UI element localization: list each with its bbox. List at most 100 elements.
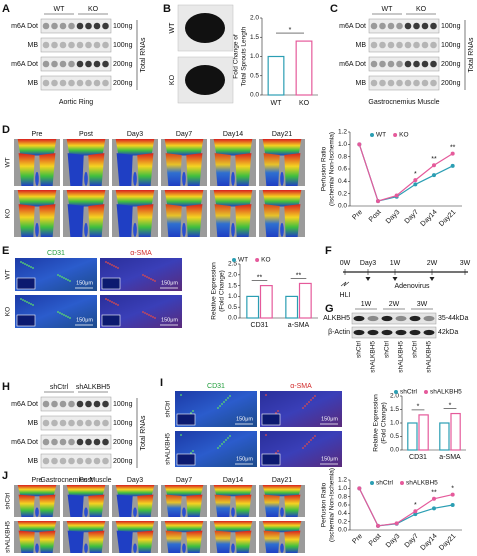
dot [370,79,378,87]
y-tick-label: 2.0 [228,272,237,279]
y-tick-label: 1.0 [390,420,399,427]
stain-signal [227,397,229,399]
ischemic-leg [214,530,231,553]
dot [42,400,50,408]
dot [59,79,67,87]
dot [51,419,58,427]
control-leg [88,204,105,237]
stain-signal [20,261,22,263]
amount-label: 100ng [113,23,133,30]
stain-signal [154,280,156,282]
blot-strip [40,56,112,72]
stain-signal [221,403,223,405]
y-tick-label: 1.0 [228,293,237,300]
dot [93,60,101,68]
control-leg [186,494,203,517]
point [413,509,418,514]
y-axis-label: Relative Expression [373,394,380,452]
control-leg [235,153,252,186]
tail [35,171,39,186]
ischemic-leg [18,153,35,186]
row-label: m6A Dot [339,23,366,30]
group-label: KO [416,6,427,13]
row-label: MB [28,42,39,49]
tail [231,507,235,517]
stain-signal [314,395,316,397]
x-tick-label: Day3 [385,533,402,550]
dot [404,79,412,87]
control-leg [137,204,154,237]
dot [404,22,412,30]
ischemic-leg [165,153,182,186]
band [395,329,407,336]
group-label: shCtrl [50,384,69,391]
body [164,139,204,156]
dot [421,22,429,30]
dot [51,41,58,49]
scale-label: 150μm [76,280,93,286]
stain-signal [304,405,306,407]
point [376,199,380,204]
dot [59,438,67,446]
scale-label: 150μm [161,317,178,323]
row-label: WT [169,22,176,34]
stain-signal [302,407,304,409]
amount-label: 200ng [113,458,133,465]
stain-signal [180,434,182,436]
tail [280,543,284,553]
row-label: MB [28,420,39,427]
stain-signal [30,266,32,268]
tail [182,507,186,517]
stain-signal [223,401,225,403]
dot [42,419,50,427]
row-label: MB [28,458,39,465]
stain-signal [69,317,71,319]
stain-signal [310,399,312,401]
column-label: Day14 [223,477,243,484]
tail [182,543,186,553]
stain-signal [227,437,229,439]
stain-signal [148,314,150,316]
point [432,506,436,511]
body [66,521,106,533]
bar [246,295,260,319]
dot [76,438,84,446]
control-leg [284,204,301,237]
tail [182,171,186,186]
control-leg [186,530,203,553]
dot [76,60,84,68]
significance: * [417,404,420,411]
legend-label: KO [399,132,408,139]
stain-signal [192,410,194,412]
body [17,190,57,207]
x-tick-label: a-SMA [288,322,310,329]
ischemic-leg [18,530,35,553]
injection-arrow [365,277,371,281]
point [432,496,436,501]
dot [42,60,50,68]
legend-marker [370,481,374,485]
tail [280,222,284,237]
stain-signal [105,298,107,300]
tail [133,507,137,517]
legend-marker [255,258,260,262]
significance: * [289,27,292,34]
lane-label: shALKBH5 [398,341,405,373]
ischemic-leg [116,494,133,517]
x-tick-label: KO [299,100,310,107]
dot [387,41,395,49]
stain-signal [306,443,308,445]
dot [85,400,92,408]
dot [51,79,58,87]
bar [418,414,429,451]
dot [93,22,101,30]
stain-signal [22,299,24,301]
stain-signal [275,452,277,454]
point [450,163,455,168]
series-line [358,488,453,527]
point [376,523,380,528]
inset [176,453,196,466]
control-leg [39,530,56,553]
blot [351,326,437,339]
lane-label: shCtrl [356,340,363,358]
